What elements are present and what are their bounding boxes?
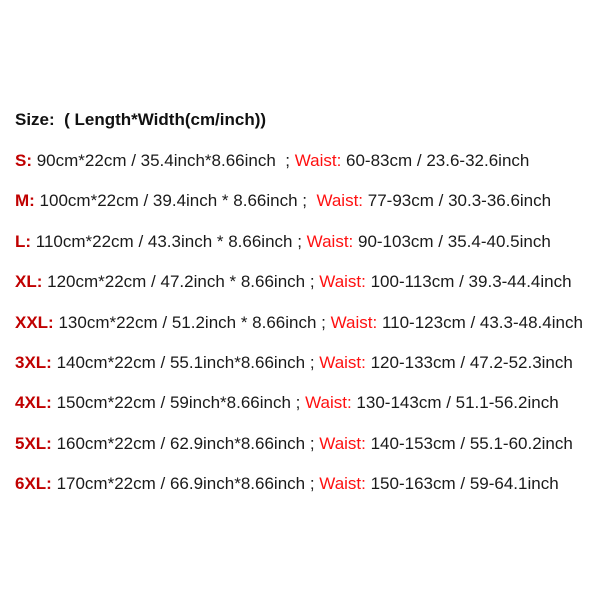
size-label: 5XL: (15, 433, 52, 453)
size-label: 3XL: (15, 353, 52, 372)
waist-range: 60-83cm / 23.6-32.6inch (341, 151, 530, 170)
size-row: M: 100cm*22cm / 39.4inch * 8.66inch ; Wa… (15, 191, 551, 211)
dimensions-text: 90cm*22cm / 35.4inch*8.66inch ; (32, 151, 295, 170)
size-label: 4XL: (15, 393, 52, 413)
dimensions-text: 100cm*22cm / 39.4inch * 8.66inch ; (34, 191, 317, 211)
size-row: 4XL: 150cm*22cm / 59inch*8.66inch ; Wais… (15, 393, 559, 413)
size-row: 6XL: 170cm*22cm / 66.9inch*8.66inch ; Wa… (15, 474, 559, 494)
waist-range: 150-163cm / 59-64.1inch (365, 474, 559, 494)
size-row: XL: 120cm*22cm / 47.2inch * 8.66inch ; W… (15, 272, 572, 292)
size-label: L: (15, 231, 32, 251)
size-label: XXL: (15, 312, 54, 332)
waist-range: 100-113cm / 39.3-44.4inch (365, 272, 572, 292)
waist-range: 110-123cm / 43.3-48.4inch (377, 312, 583, 332)
waist-label: Waist: (319, 353, 366, 372)
waist-range: 90-103cm / 35.4-40.5inch (353, 231, 551, 251)
waist-range: 130-143cm / 51.1-56.2inch (351, 393, 559, 413)
size-row: S: 90cm*22cm / 35.4inch*8.66inch ; Waist… (15, 151, 529, 171)
size-row: 3XL: 140cm*22cm / 55.1inch*8.66inch ; Wa… (15, 353, 573, 373)
size-label: M: (15, 191, 35, 211)
waist-label: Waist: (316, 191, 364, 211)
size-label: XL: (15, 272, 43, 292)
waist-label: Waist: (305, 393, 352, 413)
waist-label: Waist: (319, 433, 366, 453)
waist-label: Waist: (306, 231, 354, 251)
dimensions-text: 150cm*22cm / 59inch*8.66inch ; (51, 393, 306, 413)
dimensions-text: 120cm*22cm / 47.2inch * 8.66inch ; (42, 272, 320, 292)
size-label: 6XL: (15, 474, 52, 494)
size-chart-heading: Size: ( Length*Width(cm/inch)) (15, 110, 267, 129)
waist-range: 140-153cm / 55.1-60.2inch (365, 433, 573, 453)
waist-label: Waist: (330, 312, 378, 332)
waist-range: 120-133cm / 47.2-52.3inch (365, 353, 573, 372)
dimensions-text: 130cm*22cm / 51.2inch * 8.66inch ; (53, 312, 331, 332)
dimensions-text: 140cm*22cm / 55.1inch*8.66inch ; (51, 353, 320, 372)
size-label: S: (15, 151, 32, 170)
dimensions-text: 110cm*22cm / 43.3inch * 8.66inch ; (31, 231, 307, 251)
waist-label: Waist: (319, 474, 366, 494)
dimensions-text: 160cm*22cm / 62.9inch*8.66inch ; (51, 433, 320, 453)
size-row: 5XL: 160cm*22cm / 62.9inch*8.66inch ; Wa… (15, 434, 573, 454)
size-row: L: 110cm*22cm / 43.3inch * 8.66inch ; Wa… (15, 232, 551, 252)
waist-label: Waist: (294, 151, 342, 170)
waist-range: 77-93cm / 30.3-36.6inch (363, 191, 552, 211)
size-row: XXL: 130cm*22cm / 51.2inch * 8.66inch ; … (15, 313, 583, 333)
dimensions-text: 170cm*22cm / 66.9inch*8.66inch ; (51, 474, 320, 494)
waist-label: Waist: (319, 272, 366, 292)
